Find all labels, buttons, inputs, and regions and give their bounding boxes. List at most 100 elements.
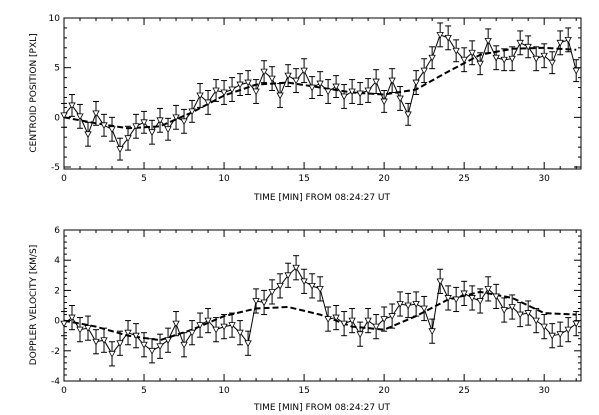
data-point <box>252 88 260 96</box>
data-point <box>540 323 548 331</box>
data-point <box>204 99 212 107</box>
data-point <box>108 126 116 134</box>
data-point <box>180 118 188 126</box>
plot-frame <box>63 17 582 170</box>
y-tick-label: 5 <box>54 64 60 74</box>
data-point <box>196 92 204 100</box>
data-point <box>492 293 500 301</box>
data-point <box>404 302 412 310</box>
data-point <box>284 272 292 280</box>
data-point <box>524 310 532 317</box>
data-point <box>500 307 508 314</box>
data-point <box>316 285 324 293</box>
data-point <box>396 301 404 308</box>
data-point <box>244 79 252 87</box>
data-point <box>372 323 380 331</box>
data-point <box>172 114 180 122</box>
data-point <box>292 264 300 272</box>
data-point <box>188 108 196 116</box>
data-point <box>116 340 124 348</box>
data-point <box>268 289 276 296</box>
data-point <box>340 93 348 101</box>
x-tick-label: 5 <box>141 386 147 396</box>
data-point <box>436 31 444 39</box>
data-point <box>492 54 500 62</box>
data-point <box>404 111 412 119</box>
data-point <box>444 34 452 42</box>
data-point <box>548 59 556 67</box>
data-point <box>548 332 556 340</box>
data-point <box>228 322 236 329</box>
data-point <box>348 88 356 96</box>
data-point <box>468 49 476 57</box>
data-point <box>508 304 516 311</box>
data-point <box>124 329 132 337</box>
data-point <box>540 52 548 60</box>
x-tick-label: 5 <box>141 174 147 184</box>
data-point <box>452 296 460 304</box>
data-point <box>476 298 484 305</box>
data-point <box>148 347 156 355</box>
data-point <box>156 117 164 125</box>
y-tick-label: 6 <box>54 226 60 236</box>
data-point <box>388 77 396 85</box>
data-point <box>228 86 236 94</box>
data-point <box>412 301 420 308</box>
data-point <box>108 350 116 358</box>
data-point <box>500 56 508 64</box>
data-point <box>564 326 572 334</box>
data-point <box>556 331 564 339</box>
data-point <box>308 84 316 92</box>
x-tick-label: 30 <box>538 174 550 184</box>
y-tick-label: -4 <box>51 377 60 387</box>
chart-marks <box>60 22 580 161</box>
data-point <box>68 102 76 110</box>
panel-centroid-position: CENTROID POSITION [PXL] TIME [MIN] FROM … <box>29 14 582 203</box>
data-point <box>324 88 332 96</box>
data-point <box>92 338 100 346</box>
data-point <box>372 78 380 86</box>
data-point <box>556 39 564 47</box>
data-point <box>444 295 452 302</box>
data-point <box>428 54 436 62</box>
data-point <box>468 295 476 302</box>
data-point <box>484 285 492 293</box>
plot-frame <box>63 229 582 382</box>
y-tick-label: 2 <box>54 286 60 296</box>
data-point <box>188 329 196 337</box>
x-tick-label: 15 <box>298 174 309 184</box>
data-point <box>532 317 540 325</box>
data-point <box>252 298 260 305</box>
data-point <box>260 299 268 307</box>
data-point <box>356 90 364 98</box>
data-point <box>572 67 580 75</box>
data-point <box>132 332 140 340</box>
data-point <box>460 290 468 298</box>
data-point <box>124 135 132 143</box>
x-tick-label: 15 <box>298 386 309 396</box>
x-axis-label: TIME [MIN] FROM 08:24:27 UT <box>253 403 391 413</box>
data-point <box>204 317 212 325</box>
data-point <box>100 337 108 345</box>
data-point <box>116 146 124 153</box>
data-point <box>420 67 428 75</box>
x-tick-label: 0 <box>61 386 67 396</box>
data-point <box>332 314 340 322</box>
data-point <box>220 323 228 331</box>
data-point <box>460 56 468 64</box>
data-point <box>140 341 148 349</box>
data-point <box>484 37 492 45</box>
data-point <box>516 311 524 319</box>
data-point <box>84 131 92 139</box>
data-point <box>76 326 84 334</box>
data-point <box>276 92 284 100</box>
data-point <box>388 313 396 320</box>
data-point <box>516 39 524 47</box>
chart-marks <box>60 255 580 367</box>
y-tick-label: 0 <box>54 317 60 327</box>
data-point <box>396 95 404 103</box>
data-point <box>244 340 252 348</box>
y-tick-label: 4 <box>54 256 60 266</box>
